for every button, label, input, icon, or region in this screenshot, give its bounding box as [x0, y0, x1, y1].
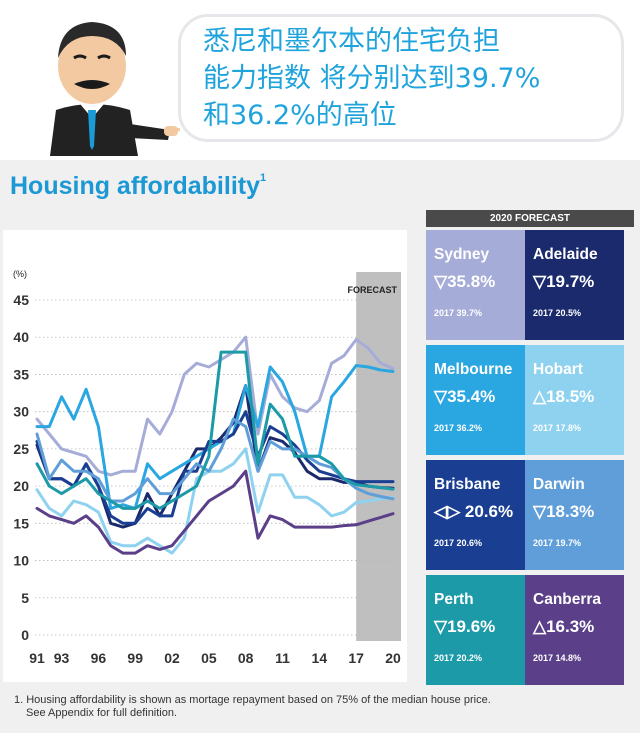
tile-2017-value: 2017 20.5% — [533, 308, 582, 318]
y-tick-label: 0 — [21, 627, 29, 643]
y-tick-label: 15 — [13, 515, 29, 531]
forecast-label: FORECAST — [348, 285, 398, 295]
chart-title: Housing affordability1 — [10, 172, 266, 201]
tile-2017-value: 2017 39.7% — [434, 308, 483, 318]
tile-2017-value: 2017 19.7% — [533, 538, 582, 548]
series-line-7 — [35, 469, 395, 555]
x-tick-label: 05 — [201, 650, 217, 666]
x-tick-label: 11 — [275, 650, 290, 666]
forecast-tile-brisbane: Brisbane ◁▷ 20.6% 2017 20.6% — [426, 460, 525, 570]
tile-2017-value: 2017 17.8% — [533, 423, 582, 433]
y-tick-label: 5 — [21, 590, 29, 606]
tile-city: Canberra — [533, 591, 602, 608]
tile-2017-value: 2017 36.2% — [434, 423, 483, 433]
y-tick-label: 45 — [13, 292, 29, 308]
tile-forecast-value: ▽35.8% — [434, 272, 496, 291]
x-tick-label: 96 — [91, 650, 107, 666]
forecast-tile-melbourne: Melbourne ▽35.4% 2017 36.2% — [426, 345, 525, 455]
x-tick-label: 93 — [54, 650, 70, 666]
footnote: 1. Housing affordability is shown as mor… — [14, 694, 491, 720]
headline-line: 能力指数 将分别达到39.7% — [203, 63, 541, 94]
forecast-tile-sydney: Sydney ▽35.8% 2017 39.7% — [426, 230, 525, 340]
forecast-tile-hobart: Hobart △18.5% 2017 17.8% — [525, 345, 624, 455]
tile-forecast-value: ◁▷ 20.6% — [434, 502, 514, 521]
businessman-mascot-icon — [50, 22, 180, 156]
y-axis-label: (%) — [13, 269, 27, 279]
footnote-line: 1. Housing affordability is shown as mor… — [14, 694, 491, 706]
tile-forecast-value: △18.5% — [533, 387, 595, 406]
tile-city: Darwin — [533, 476, 585, 493]
x-tick-label: 02 — [164, 650, 180, 666]
y-tick-label: 40 — [13, 329, 29, 345]
tile-city: Hobart — [533, 361, 583, 378]
tile-forecast-value: ▽18.3% — [533, 502, 595, 521]
x-tick-label: 14 — [312, 650, 328, 666]
tile-city: Melbourne — [434, 361, 513, 378]
tile-city: Brisbane — [434, 476, 501, 493]
footnote-line: See Appendix for full definition. — [26, 707, 178, 719]
x-tick-label: 20 — [385, 650, 401, 666]
forecast-tile-canberra: Canberra △16.3% 2017 14.8% — [525, 575, 624, 685]
tile-city: Sydney — [434, 246, 490, 263]
series-line-2 — [35, 364, 395, 510]
tile-forecast-value: ▽35.4% — [434, 387, 496, 406]
x-tick-label: 91 — [29, 650, 45, 666]
tile-2017-value: 2017 14.8% — [533, 653, 582, 663]
y-tick-label: 10 — [13, 553, 29, 569]
forecast-tile-adelaide: Adelaide ▽19.7% 2017 20.5% — [525, 230, 624, 340]
tile-forecast-value: ▽19.7% — [533, 272, 595, 291]
y-tick-label: 35 — [13, 366, 29, 382]
headline: 悉尼和墨尔本的住宅负担 能力指数 将分别达到39.7% 和36.2%的高位 — [203, 23, 540, 134]
speech-bubble: 悉尼和墨尔本的住宅负担 能力指数 将分别达到39.7% 和36.2%的高位 — [178, 14, 624, 142]
forecast-header: 2020 FORECAST — [426, 210, 634, 227]
line-chart: FORECAST (%) 0 5 10 15 20 25 30 35 40 45 91 93 96 99 02 0… — [3, 230, 407, 682]
forecast-region — [356, 272, 401, 641]
series-line-6 — [35, 350, 395, 510]
headline-line: 和36.2%的高位 — [203, 100, 397, 131]
chart-title-text: Housing affordability — [10, 172, 260, 200]
headline-line: 悉尼和墨尔本的住宅负担 — [203, 26, 500, 57]
tile-2017-value: 2017 20.2% — [434, 653, 483, 663]
y-tick-label: 30 — [13, 404, 29, 420]
tile-city: Perth — [434, 591, 474, 608]
tile-city: Adelaide — [533, 246, 598, 263]
tile-2017-value: 2017 20.6% — [434, 538, 483, 548]
series-line-0 — [35, 335, 395, 477]
y-tick-label: 20 — [13, 478, 29, 494]
x-tick-label: 17 — [348, 650, 364, 666]
x-tick-label: 99 — [127, 650, 143, 666]
series-line-4 — [35, 410, 395, 525]
series-line-3 — [35, 447, 395, 555]
series-line-5 — [35, 417, 395, 503]
forecast-tile-perth: Perth ▽19.6% 2017 20.2% — [426, 575, 525, 685]
y-tick-label: 25 — [13, 441, 29, 457]
tile-forecast-value: △16.3% — [533, 617, 595, 636]
x-tick-label: 08 — [238, 650, 254, 666]
header-banner: 悉尼和墨尔本的住宅负担 能力指数 将分别达到39.7% 和36.2%的高位 — [0, 0, 640, 160]
tile-forecast-value: ▽19.6% — [434, 617, 496, 636]
footnote-marker: 1 — [260, 171, 267, 184]
forecast-tile-darwin: Darwin ▽18.3% 2017 19.7% — [525, 460, 624, 570]
